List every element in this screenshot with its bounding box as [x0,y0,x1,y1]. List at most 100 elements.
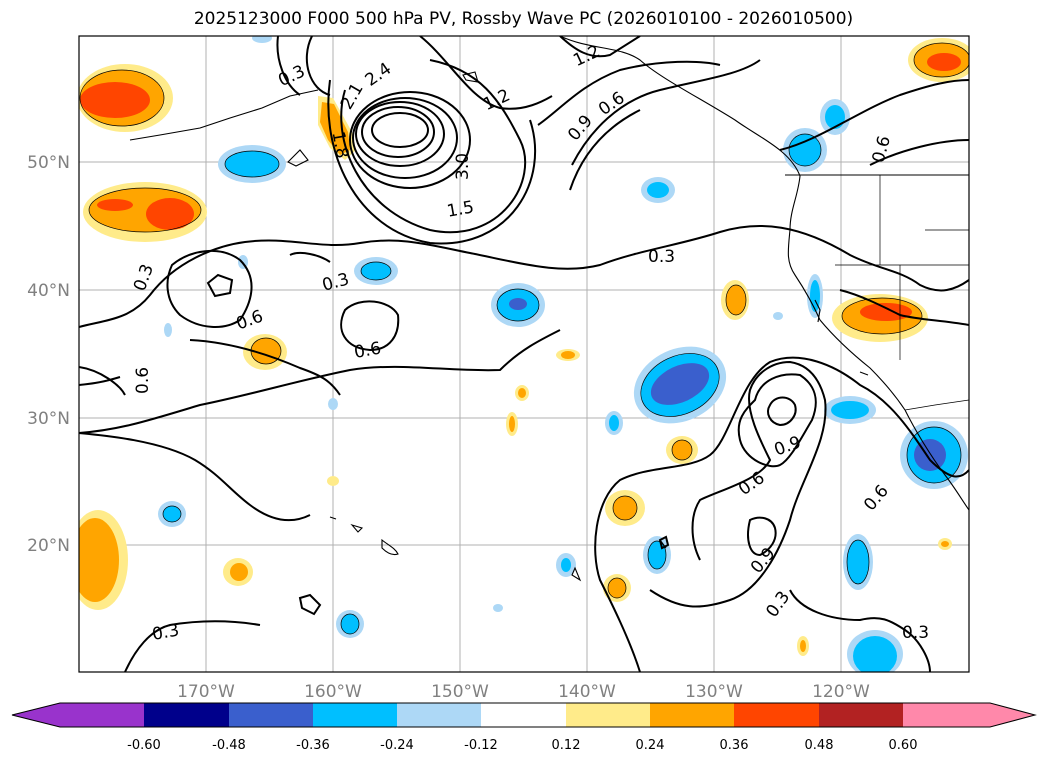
x-tick-label: 170°W [177,682,235,702]
colorbar-label: -0.60 [127,738,161,753]
x-tick-label: 150°W [431,682,489,702]
pv-0-3-main [79,224,969,328]
hawaii-1 [381,538,399,556]
neg-anomaly-r [328,398,338,410]
x-tick-label: 130°W [685,682,743,702]
contour-label: 0.6 [353,339,383,363]
pv-0-3-nw [276,36,301,96]
x-axis: 170°W 160°W 150°W 140°W 130°W 120°W [177,682,870,702]
y-axis: 50°N 40°N 30°N 20°N [27,153,70,556]
pv-low-center [305,36,536,245]
pv-0-6-north [571,59,761,166]
colorbar-cell [12,703,144,727]
pv-0-3-se [594,356,969,672]
map-panel[interactable]: 0.3 1.2 1.2 0.9 0.6 3.0 1.5 1.8 2.4 2.1 … [68,33,976,678]
gulf-island [571,566,582,582]
x-tick-label: 140°W [558,682,616,702]
colorbar-label: -0.12 [464,738,498,753]
pv-0-3-west [79,432,311,522]
colorbar-label: 0.24 [636,738,665,753]
colorbar: -0.60 -0.48 -0.36 -0.24 -0.12 0.12 0.24 … [11,702,1037,753]
contour-label: 0.6 [133,367,153,394]
x-tick-label: 160°W [304,682,362,702]
colorbar-cell [229,703,313,727]
contour-label: 1.8 [328,130,352,160]
pos-anomaly-nw1 [79,64,173,132]
pv-1-2-north [419,36,641,110]
pv-contours [79,36,969,672]
neg-anomaly-mid [491,283,545,327]
pv-0-9 [537,60,721,191]
pv-0-3-gulf [189,339,341,396]
contour-label: 3.0 [453,153,473,180]
colorbar-label: 0.60 [889,738,918,753]
colorbar-cell [566,703,650,727]
colorbar-outline [11,702,1037,728]
colorbar-cell [734,703,819,727]
pv-small-2 [658,535,670,550]
pv-0-9-se2 [747,516,777,557]
y-tick-label: 40°N [27,281,70,301]
pv-0-6-mid [79,329,561,434]
pos-anomaly-nw2 [83,182,207,242]
colorbar-cell [313,703,397,727]
y-tick-label: 20°N [27,536,70,556]
west-coast-us [787,229,906,411]
pv-lobe-sw [289,252,331,263]
contour-label: 0.3 [902,623,929,643]
pos-anomaly-ne [908,38,969,82]
pv-0-6-far-ne [869,139,969,166]
colorbar-label: -0.36 [296,738,330,753]
map-frame [78,35,970,673]
pos-anomaly-k [327,476,339,486]
pv-0-6-right [839,289,969,326]
pv-0-3-sw-line [124,620,261,672]
pv-0-6-se [649,360,827,608]
hawaii-2 [350,523,364,533]
colorbar-label: 0.12 [552,738,581,753]
pos-anomaly-low [318,96,356,160]
neg-anomaly-q [164,323,172,337]
hawaii-3 [329,516,337,520]
mexico-border [904,399,969,411]
colorbar-cell [819,703,903,727]
y-tick-label: 30°N [27,409,70,429]
pv-0-9-ring-w [206,273,234,298]
colorbar-cell [650,703,734,727]
x-tick-label: 120°W [812,682,870,702]
colorbar-cell [397,703,481,727]
neg-anomaly-central [633,346,727,424]
colorbar-label: 0.48 [805,738,834,753]
colorbar-label: 0.36 [720,738,749,753]
pv-0-6-ring-w [166,249,253,328]
contour-label: 1.5 [445,197,475,221]
pc-outlines [79,42,969,635]
colorbar-cell [481,703,566,727]
pv-0-6-ne [779,79,969,151]
island-a [287,149,309,167]
contour-label: 0.3 [648,247,675,267]
alaska-coast [559,36,801,231]
colorbar-cell [903,703,1035,727]
colorbar-label: -0.48 [212,738,246,753]
pv-small-1 [298,593,322,616]
aleutians [129,89,319,141]
y-tick-label: 50°N [27,153,70,173]
neg-anomaly-o [252,36,272,43]
coastlines [129,36,969,582]
colorbar-cells [12,703,1035,727]
neg-anomaly-t [493,604,503,612]
colorbar-cell [144,703,229,727]
pv-0-6-ring-mid [340,300,400,352]
sf-area [814,299,821,323]
contour-label: 0.3 [151,621,181,645]
colorbar-label: -0.24 [380,738,414,753]
colorbar-labels: -0.60 -0.48 -0.36 -0.24 -0.12 0.12 0.24 … [127,738,917,753]
map-title: 2025123000 F000 500 hPa PV, Rossby Wave … [193,9,854,29]
pv-0-3-far-w [79,376,121,386]
pv-0-3-far-se [789,589,931,672]
baja-coast [904,409,969,511]
channel-islands [859,371,869,376]
us-state-lines [835,175,969,360]
